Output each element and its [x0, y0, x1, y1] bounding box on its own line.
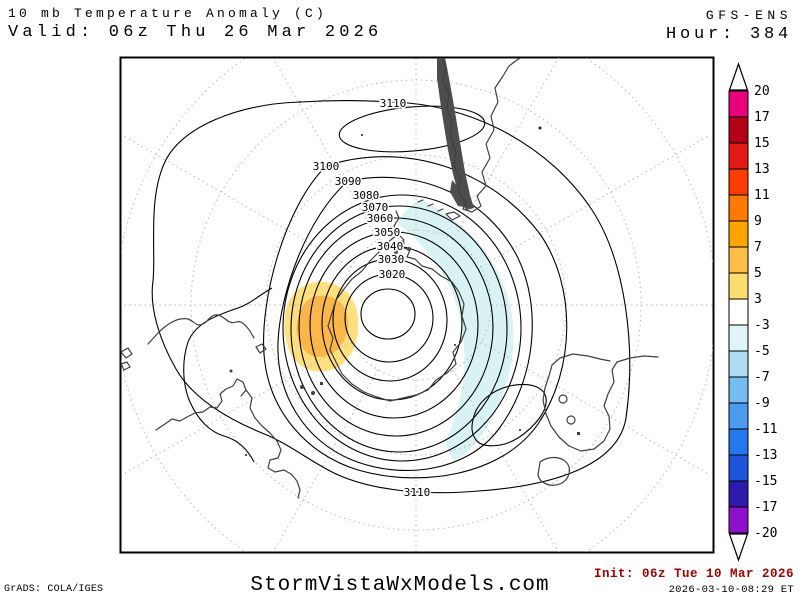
coastlines	[121, 58, 659, 499]
colorbar-tick: 5	[754, 266, 762, 281]
colorbar-tick: -17	[754, 500, 777, 515]
colorbar-segment	[728, 350, 749, 378]
map-noise-dots	[245, 101, 542, 456]
colorbar-segment	[728, 90, 749, 118]
colorbar-segment	[728, 116, 749, 144]
contour-ring-3030	[332, 258, 448, 382]
site-watermark: StormVistaWxModels.com	[250, 574, 550, 597]
coast-antarctic-peninsula	[393, 210, 400, 235]
contour-ring-3070	[290, 205, 508, 453]
colorbar-tick: -3	[754, 318, 770, 333]
init-time-label: Init: 06z Tue 10 Mar 2026	[593, 567, 794, 581]
contour-label-3080: 3080	[353, 189, 380, 202]
contour-closed-high-top	[338, 105, 486, 153]
coast-southern-africa	[542, 353, 659, 452]
colorbar: 20 17 15 13 11 9 7 5 3 -3 -5 -7 -9 -11 -…	[728, 62, 777, 562]
contour-label-3060: 3060	[367, 212, 394, 225]
contour-ring-3020	[344, 273, 434, 363]
colorbar-tick: 3	[754, 292, 762, 307]
coast-tierra-del-fuego	[417, 199, 461, 221]
contour-ring-3050	[309, 231, 479, 419]
contour-labels: 3110 3100 3090 3080 3070 3060 3050 3040 …	[311, 96, 432, 501]
africa-lakes	[558, 394, 580, 435]
colorbar-tick: -11	[754, 422, 777, 437]
colorbar-tick-labels: 20 17 15 13 11 9 7 5 3 -3 -5 -7 -9 -11 -…	[754, 84, 777, 541]
contour-ring-3110	[151, 99, 631, 494]
contour-ring-3080	[282, 194, 522, 462]
chart-title: 10 mb Temperature Anomaly (C)	[8, 6, 328, 21]
negative-anomaly-crescent	[398, 200, 514, 462]
contour-label-3110-bottom: 3110	[404, 486, 431, 499]
contour-label-3090: 3090	[335, 175, 362, 188]
colorbar-segment	[728, 298, 749, 326]
colorbar-tick: -20	[754, 526, 777, 541]
contour-lobe-hairpin	[183, 287, 273, 463]
colorbar-arrow-down	[728, 533, 749, 562]
colorbar-segment	[728, 402, 749, 430]
colorbar-arrow-up	[728, 62, 749, 91]
contour-label-3110-top: 3110	[380, 97, 407, 110]
colorbar-segment	[728, 480, 749, 508]
colorbar-segment	[728, 376, 749, 404]
height-contours	[151, 99, 631, 494]
contour-ring-3060	[298, 217, 494, 437]
forecast-hour-label: Hour: 384	[665, 25, 792, 44]
contour-label-3020: 3020	[379, 268, 406, 281]
colorbar-tick: 9	[754, 214, 762, 229]
peninsula-terrain-marks	[394, 240, 411, 254]
colorbar-tick: 17	[754, 110, 770, 125]
colorbar-tick: -9	[754, 396, 770, 411]
contour-ring-center	[360, 288, 416, 340]
colorbar-tick: -5	[754, 344, 770, 359]
colorbar-segment	[728, 194, 749, 222]
contour-ring-3090	[277, 176, 533, 471]
colorbar-segment	[728, 168, 749, 196]
colorbar-tick: 11	[754, 188, 770, 203]
small-islands	[121, 347, 323, 395]
contour-label-3070: 3070	[362, 201, 389, 214]
contour-label-3030: 3030	[378, 253, 405, 266]
colorbar-segment	[728, 272, 749, 300]
colorbar-segment	[728, 246, 749, 274]
valid-time-label: Valid: 06z Thu 26 Mar 2026	[8, 23, 383, 42]
contour-ring-3100	[263, 156, 568, 479]
colorbar-tick: -15	[754, 474, 777, 489]
colorbar-segment	[728, 142, 749, 170]
generated-timestamp: 2026-03-10-08:29 ET	[668, 584, 794, 596]
colorbar-segment	[728, 324, 749, 352]
colorbar-tick: -13	[754, 448, 777, 463]
colorbar-tick: -7	[754, 370, 770, 385]
colorbar-segment	[728, 220, 749, 248]
contour-label-3040: 3040	[377, 240, 404, 253]
coast-antarctica	[327, 233, 467, 402]
contour-label-3100: 3100	[313, 160, 340, 173]
contour-label-3050: 3050	[374, 226, 401, 239]
colorbar-tick: 7	[754, 240, 762, 255]
colorbar-segment	[728, 506, 749, 534]
coast-island-south-of-africa	[537, 456, 571, 486]
colorbar-tick: 15	[754, 136, 770, 151]
coast-tasmania	[255, 343, 267, 354]
model-name-label: GFS-ENS	[705, 8, 792, 23]
coast-australia-south	[147, 314, 255, 345]
coast-southwest-landmass-b	[245, 389, 301, 499]
grads-credit: GrADS: COLA/IGES	[4, 584, 104, 595]
coast-south-america	[440, 58, 522, 213]
contour-closed-cell-southeast	[471, 383, 547, 447]
andes-terrain	[437, 58, 474, 210]
colorbar-segment	[728, 428, 749, 456]
colorbar-segment	[728, 454, 749, 482]
colorbar-tick: 13	[754, 162, 770, 177]
colorbar-tick: 20	[754, 84, 770, 99]
coast-southwest-landmass-a	[155, 378, 247, 431]
